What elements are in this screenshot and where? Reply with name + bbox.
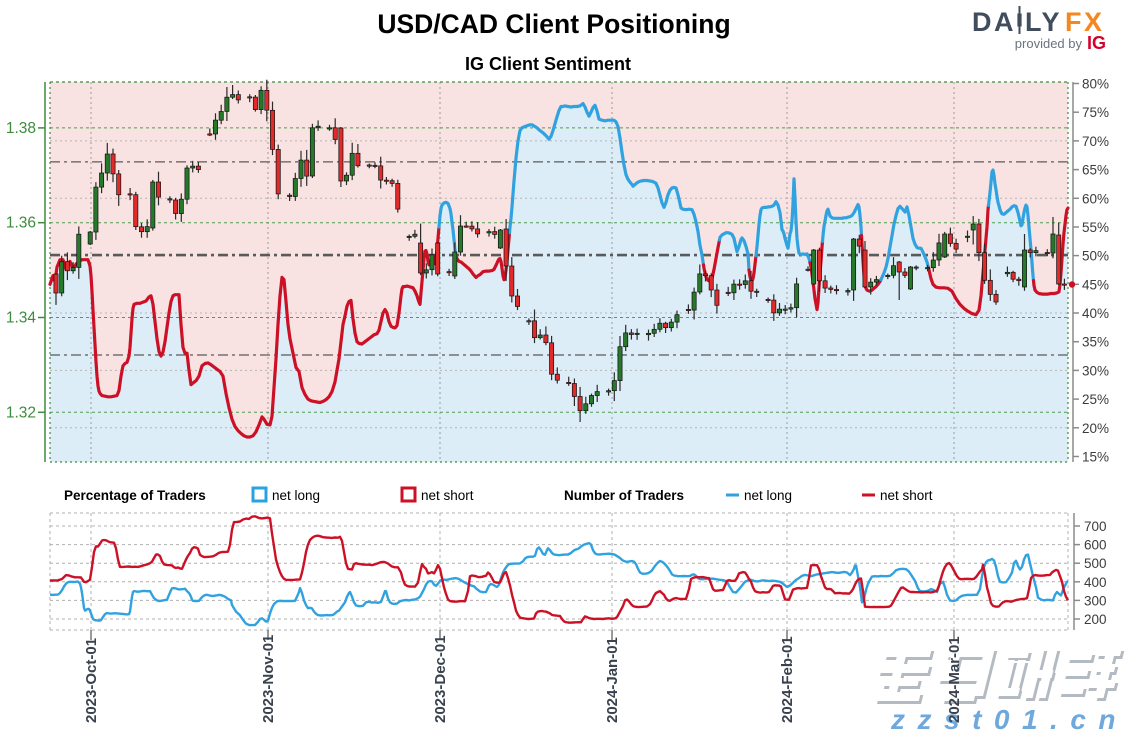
svg-text:20%: 20%	[1082, 421, 1109, 436]
svg-text:2023-Oct-01: 2023-Oct-01	[83, 638, 100, 723]
svg-text:80%: 80%	[1082, 77, 1109, 92]
svg-text:LY: LY	[1025, 7, 1062, 37]
svg-text:1.36: 1.36	[6, 215, 36, 232]
svg-text:500: 500	[1084, 556, 1107, 571]
svg-text:IG Client Sentiment: IG Client Sentiment	[465, 54, 631, 74]
svg-text:2024-Feb-01: 2024-Feb-01	[779, 636, 796, 723]
svg-text:200: 200	[1084, 612, 1107, 627]
svg-text:2023-Nov-01: 2023-Nov-01	[260, 635, 277, 723]
svg-text:2024-Mar-01: 2024-Mar-01	[946, 636, 963, 723]
svg-text:40%: 40%	[1082, 306, 1109, 321]
svg-text:net short: net short	[880, 488, 933, 503]
svg-text:700: 700	[1084, 519, 1107, 534]
svg-text:65%: 65%	[1082, 163, 1109, 178]
svg-text:300: 300	[1084, 593, 1107, 608]
svg-text:15%: 15%	[1082, 450, 1109, 465]
svg-text:zzst01.cn: zzst01.cn	[890, 704, 1127, 732]
svg-text:1.34: 1.34	[6, 310, 37, 327]
svg-text:2024-Jan-01: 2024-Jan-01	[604, 637, 621, 723]
svg-text:600: 600	[1084, 538, 1107, 553]
svg-text:25%: 25%	[1082, 392, 1109, 407]
svg-text:50%: 50%	[1082, 249, 1109, 264]
svg-text:USD/CAD Client Positioning: USD/CAD Client Positioning	[377, 9, 730, 39]
svg-text:400: 400	[1084, 575, 1107, 590]
svg-text:30%: 30%	[1082, 363, 1109, 378]
svg-text:75%: 75%	[1082, 105, 1109, 120]
svg-text:60%: 60%	[1082, 191, 1109, 206]
svg-text:2023-Dec-01: 2023-Dec-01	[432, 635, 449, 723]
svg-text:FX: FX	[1065, 7, 1105, 37]
svg-text:70%: 70%	[1082, 134, 1109, 149]
svg-text:1.38: 1.38	[6, 120, 36, 137]
svg-text:Number of Traders: Number of Traders	[564, 488, 684, 503]
svg-text:net long: net long	[744, 488, 792, 503]
svg-text:DA: DA	[972, 7, 1016, 37]
svg-text:55%: 55%	[1082, 220, 1109, 235]
svg-text:1.32: 1.32	[6, 404, 36, 421]
svg-text:Percentage of Traders: Percentage of Traders	[64, 488, 206, 503]
svg-text:IG: IG	[1087, 33, 1106, 53]
svg-text:net long: net long	[272, 488, 320, 503]
svg-text:net short: net short	[421, 488, 474, 503]
svg-text:45%: 45%	[1082, 277, 1109, 292]
svg-text:provided by: provided by	[1015, 36, 1083, 51]
svg-text:35%: 35%	[1082, 335, 1109, 350]
